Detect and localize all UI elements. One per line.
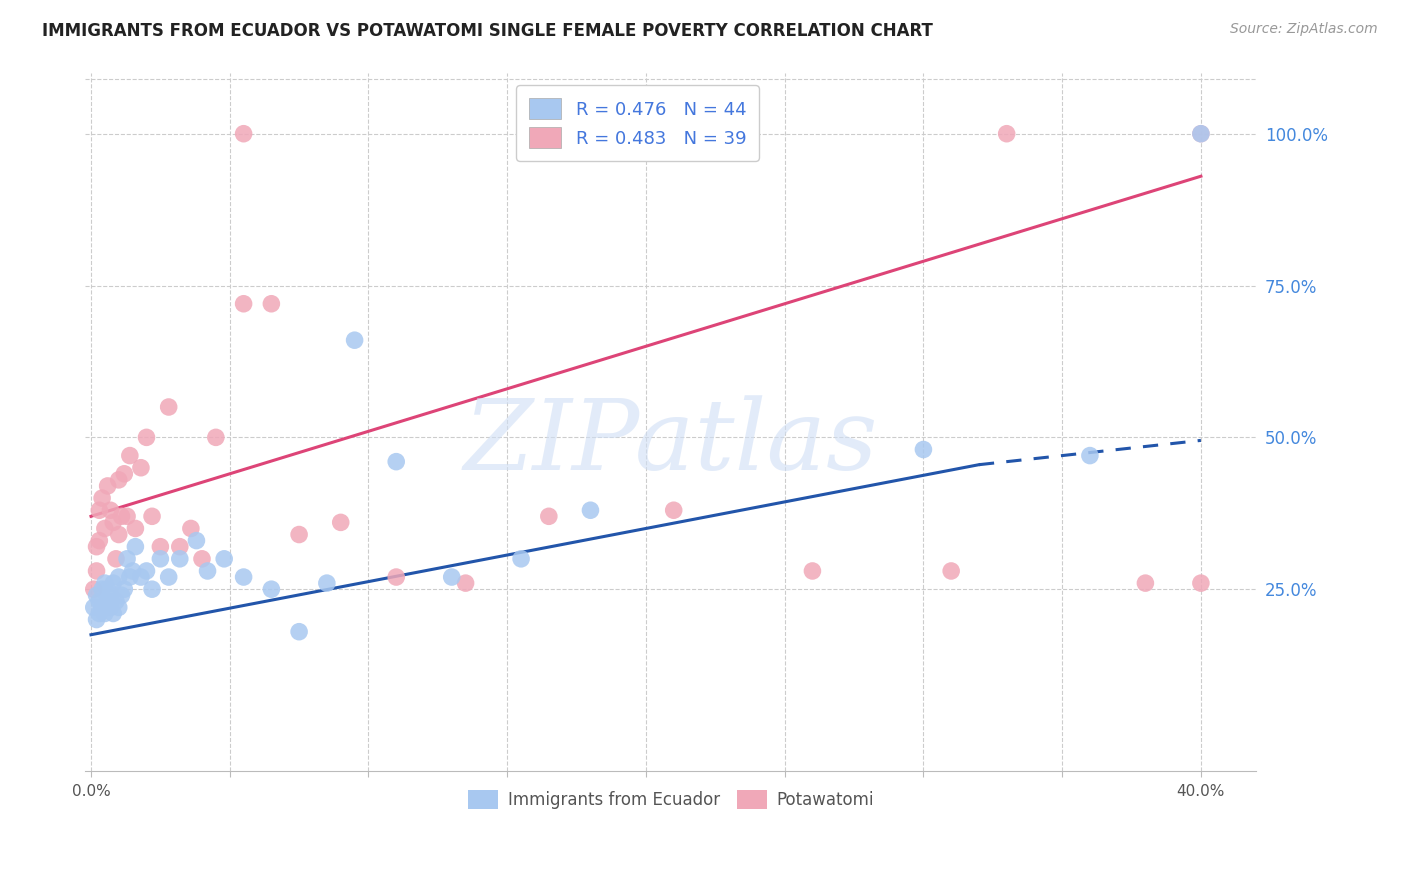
Point	[86, 613, 108, 627]
Point	[100, 600, 122, 615]
Point	[343, 333, 366, 347]
Text: ZIPatlas: ZIPatlas	[464, 395, 879, 491]
Point	[103, 607, 125, 621]
Point	[86, 564, 108, 578]
Point	[107, 600, 129, 615]
Point	[385, 570, 408, 584]
Point	[107, 527, 129, 541]
Point	[97, 582, 120, 597]
Point	[995, 127, 1018, 141]
Point	[149, 551, 172, 566]
Point	[169, 540, 191, 554]
Point	[523, 127, 546, 141]
Point	[141, 509, 163, 524]
Point	[157, 400, 180, 414]
Point	[89, 607, 111, 621]
Point	[801, 564, 824, 578]
Point	[91, 582, 114, 597]
Point	[83, 582, 105, 597]
Point	[115, 551, 138, 566]
Point	[212, 551, 235, 566]
Point	[1078, 449, 1101, 463]
Point	[129, 460, 152, 475]
Point	[157, 570, 180, 584]
Point	[112, 582, 135, 597]
Point	[510, 551, 533, 566]
Point	[89, 503, 111, 517]
Text: Source: ZipAtlas.com: Source: ZipAtlas.com	[1230, 22, 1378, 37]
Point	[121, 564, 143, 578]
Point	[110, 588, 132, 602]
Legend: Immigrants from Ecuador, Potawatomi: Immigrants from Ecuador, Potawatomi	[461, 783, 880, 815]
Point	[94, 521, 117, 535]
Point	[104, 594, 127, 608]
Point	[260, 297, 283, 311]
Point	[118, 449, 141, 463]
Point	[662, 503, 685, 517]
Point	[107, 473, 129, 487]
Point	[141, 582, 163, 597]
Point	[169, 551, 191, 566]
Point	[83, 600, 105, 615]
Point	[186, 533, 208, 548]
Point	[135, 430, 157, 444]
Point	[97, 479, 120, 493]
Text: IMMIGRANTS FROM ECUADOR VS POTAWATOMI SINGLE FEMALE POVERTY CORRELATION CHART: IMMIGRANTS FROM ECUADOR VS POTAWATOMI SI…	[42, 22, 934, 40]
Point	[100, 503, 122, 517]
Point	[118, 570, 141, 584]
Point	[124, 521, 146, 535]
Point	[1135, 576, 1157, 591]
Point	[104, 551, 127, 566]
Point	[91, 491, 114, 505]
Point	[110, 509, 132, 524]
Point	[537, 509, 560, 524]
Point	[100, 588, 122, 602]
Point	[315, 576, 337, 591]
Point	[94, 576, 117, 591]
Point	[135, 564, 157, 578]
Point	[260, 582, 283, 597]
Point	[1189, 576, 1212, 591]
Point	[149, 540, 172, 554]
Point	[232, 127, 254, 141]
Point	[329, 516, 352, 530]
Point	[94, 607, 117, 621]
Point	[1189, 127, 1212, 141]
Point	[103, 576, 125, 591]
Point	[454, 576, 477, 591]
Point	[115, 509, 138, 524]
Point	[103, 516, 125, 530]
Point	[941, 564, 963, 578]
Point	[129, 570, 152, 584]
Point	[89, 594, 111, 608]
Point	[912, 442, 935, 457]
Point	[232, 570, 254, 584]
Point	[191, 551, 214, 566]
Point	[97, 594, 120, 608]
Point	[205, 430, 228, 444]
Point	[288, 624, 311, 639]
Point	[112, 467, 135, 481]
Point	[107, 570, 129, 584]
Point	[288, 527, 311, 541]
Point	[89, 533, 111, 548]
Point	[579, 503, 602, 517]
Point	[124, 540, 146, 554]
Point	[440, 570, 463, 584]
Point	[180, 521, 202, 535]
Point	[91, 600, 114, 615]
Point	[197, 564, 219, 578]
Point	[232, 297, 254, 311]
Point	[86, 588, 108, 602]
Point	[1189, 127, 1212, 141]
Point	[86, 540, 108, 554]
Point	[385, 455, 408, 469]
